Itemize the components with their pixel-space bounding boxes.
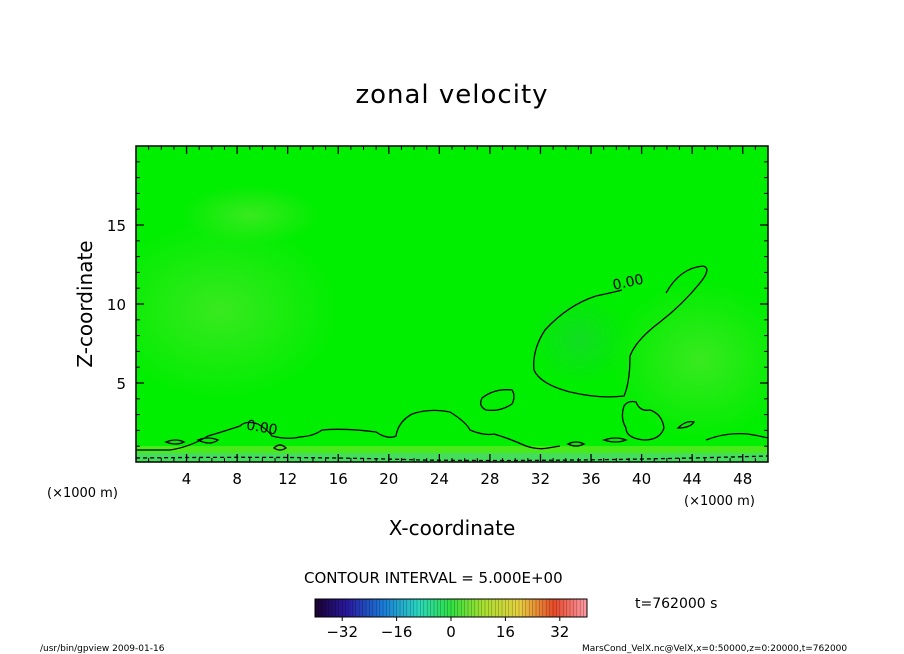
contour-line	[566, 441, 586, 447]
colorbar-tick-label: −16	[381, 623, 413, 641]
y-tick-label: 5	[116, 375, 126, 393]
contour-line	[480, 389, 515, 412]
contour-line	[533, 265, 708, 398]
plot-area	[136, 146, 768, 462]
contour-line	[272, 444, 288, 451]
contour-line	[621, 400, 665, 441]
field-shade	[180, 185, 320, 245]
x-tick-label: 4	[182, 470, 192, 488]
contour-interval-label: CONTOUR INTERVAL = 5.000E+00	[304, 569, 563, 587]
y-tick-label: 10	[107, 296, 126, 314]
contour-line	[676, 420, 696, 429]
x-tick-label: 12	[278, 470, 297, 488]
x-tick-label: 40	[632, 470, 651, 488]
x-axis: 4 8 12 16 20 24 28 32 36 40 44 48	[148, 146, 756, 488]
x-axis-label: X-coordinate	[389, 516, 516, 540]
x-tick-label: 28	[480, 470, 499, 488]
x-tick-label: 16	[329, 470, 348, 488]
field-shade	[136, 220, 340, 400]
contour-label: 0.00	[611, 272, 645, 294]
chart-title: zonal velocity	[355, 80, 548, 110]
contour-line	[601, 437, 628, 443]
contour-label: 0.00	[245, 417, 278, 438]
time-label: t=762000 s	[635, 596, 717, 612]
footer-left: /usr/bin/gpview 2009-01-16	[40, 644, 165, 654]
contour-line	[705, 432, 768, 441]
contour-line-dashed	[136, 455, 768, 462]
x-tick-label: 24	[430, 470, 449, 488]
colorbar-tick-label: 32	[550, 623, 569, 641]
colorbar: −32 −16 0 16 32	[314, 598, 588, 641]
colorbar-tick-label: −32	[326, 623, 358, 641]
x-tick-label: 32	[531, 470, 550, 488]
contour-line	[164, 439, 186, 445]
colorbar-tick-label: 16	[496, 623, 515, 641]
colorbar-stripes	[318, 599, 584, 617]
x-tick-label: 36	[581, 470, 600, 488]
x-tick-label: 48	[733, 470, 752, 488]
x-tick-label: 44	[683, 470, 702, 488]
y-axis-label: Z-coordinate	[73, 240, 97, 367]
field-shade	[610, 280, 768, 440]
colorbar-tick-label: 0	[446, 623, 456, 641]
contour-labels: 0.00 0.00	[245, 272, 645, 439]
y-axis: 5 10 15	[107, 161, 768, 447]
y-axis-unit: (×1000 m)	[47, 486, 118, 501]
field-shade-bottom	[136, 453, 768, 462]
y-tick-label: 15	[107, 217, 126, 235]
colorbar-ticks: −32 −16 0 16 32	[326, 617, 569, 641]
field-shade	[530, 295, 630, 385]
x-tick-label: 8	[232, 470, 242, 488]
contour-line	[196, 437, 220, 444]
contour-lines	[136, 265, 768, 462]
x-axis-unit: (×1000 m)	[684, 494, 755, 509]
footer-right: MarsCond_VelX.nc@VelX,x=0:50000,z=0:2000…	[582, 644, 847, 654]
contour-line	[136, 409, 561, 451]
x-tick-label: 20	[379, 470, 398, 488]
